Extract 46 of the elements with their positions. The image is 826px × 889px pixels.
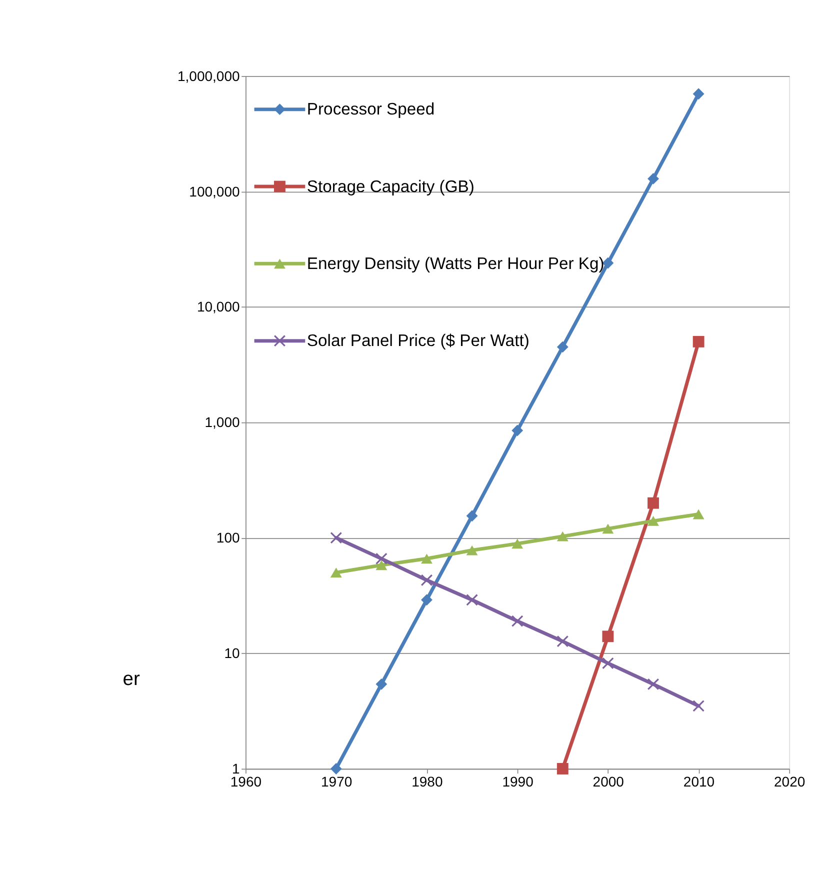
point bbox=[512, 538, 524, 549]
point bbox=[648, 678, 659, 690]
point bbox=[466, 545, 478, 556]
point bbox=[556, 763, 568, 774]
y-tick-label: 1,000,000 bbox=[177, 68, 240, 84]
legend-label: Energy Density (Watts Per Hour Per Kg) bbox=[306, 254, 604, 273]
point bbox=[376, 552, 388, 564]
point bbox=[556, 636, 568, 648]
point bbox=[692, 509, 704, 520]
point bbox=[421, 574, 432, 586]
legend-label: Processor Speed bbox=[306, 100, 435, 119]
x-tick-label: 1970 bbox=[320, 774, 352, 790]
y-tick-label: 1,000 bbox=[204, 414, 240, 430]
point bbox=[421, 554, 432, 564]
text: er bbox=[122, 668, 140, 690]
point bbox=[512, 424, 524, 436]
y-tick-label: 100 bbox=[216, 530, 240, 546]
point bbox=[330, 568, 342, 578]
point bbox=[330, 532, 342, 544]
x-tick-label: 1990 bbox=[502, 774, 534, 790]
point bbox=[421, 594, 432, 606]
y-tick-label: 100,000 bbox=[189, 183, 240, 200]
point bbox=[648, 172, 659, 184]
point bbox=[648, 516, 659, 526]
point bbox=[692, 336, 704, 348]
x-tick-label: 2000 bbox=[592, 774, 624, 790]
y-tick-label: 10 bbox=[224, 645, 240, 662]
point bbox=[556, 341, 568, 353]
x-tick-label: 2020 bbox=[774, 774, 806, 790]
point bbox=[330, 763, 342, 774]
point bbox=[466, 510, 478, 522]
point bbox=[376, 678, 388, 690]
legend-label: Storage Capacity (GB) bbox=[306, 176, 474, 196]
point bbox=[648, 497, 659, 509]
point bbox=[376, 560, 388, 570]
point bbox=[692, 700, 704, 712]
legend-label: Solar Panel Price ($ Per Watt) bbox=[306, 331, 530, 350]
x-tick-label: 2010 bbox=[683, 774, 715, 790]
point bbox=[466, 594, 478, 606]
y-tick-label: 10,000 bbox=[196, 298, 240, 315]
point bbox=[692, 88, 704, 100]
x-tick-label: 1980 bbox=[412, 774, 443, 790]
point bbox=[556, 531, 568, 542]
point bbox=[602, 524, 614, 534]
point bbox=[602, 630, 614, 642]
point bbox=[512, 615, 524, 627]
